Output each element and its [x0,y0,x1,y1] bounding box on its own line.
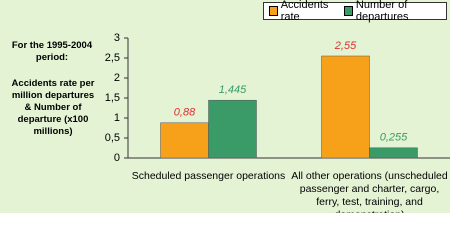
legend-swatch [269,6,278,16]
x-tick-label: Scheduled passenger operations [131,170,286,182]
legend-label: Number of departures [355,0,409,23]
x-tick-label: All other operations (unscheduled passen… [291,170,448,213]
value-label: 2,55 [334,40,357,52]
value-label: 1,445 [219,84,247,96]
period-note: For the 1995-2004 period: [11,40,93,63]
chart: 0 0,5 1 1,5 2 2,5 3 0,88 1,445 2,55 0,255 For the … [0,0,450,213]
value-label: 0,255 [380,132,408,144]
plot: 0 0,5 1 1,5 2 2,5 3 0,88 1,445 2,55 0,255 [105,32,450,164]
y-tick-label: 0,5 [105,132,120,144]
bar [208,99,257,159]
bar [321,55,370,159]
axis-note: Accidents rate per million departures & … [11,78,95,137]
y-tick-label: 0 [114,152,120,164]
legend-item: Number of departures [344,0,446,23]
y-tick-label: 1,5 [105,92,120,104]
bar [369,147,418,159]
legend-label: Accidents rate [280,0,329,23]
y-tick-label: 3 [114,32,120,44]
bar [160,122,209,159]
legend-item: Accidents rate [269,0,339,23]
legend: Accidents rate Number of departures [263,0,447,23]
y-tick-label: 2 [114,72,120,84]
y-tick-label: 1 [114,112,120,124]
y-tick-label: 2,5 [105,52,120,64]
value-label: 0,88 [174,107,196,119]
legend-swatch [344,6,353,16]
